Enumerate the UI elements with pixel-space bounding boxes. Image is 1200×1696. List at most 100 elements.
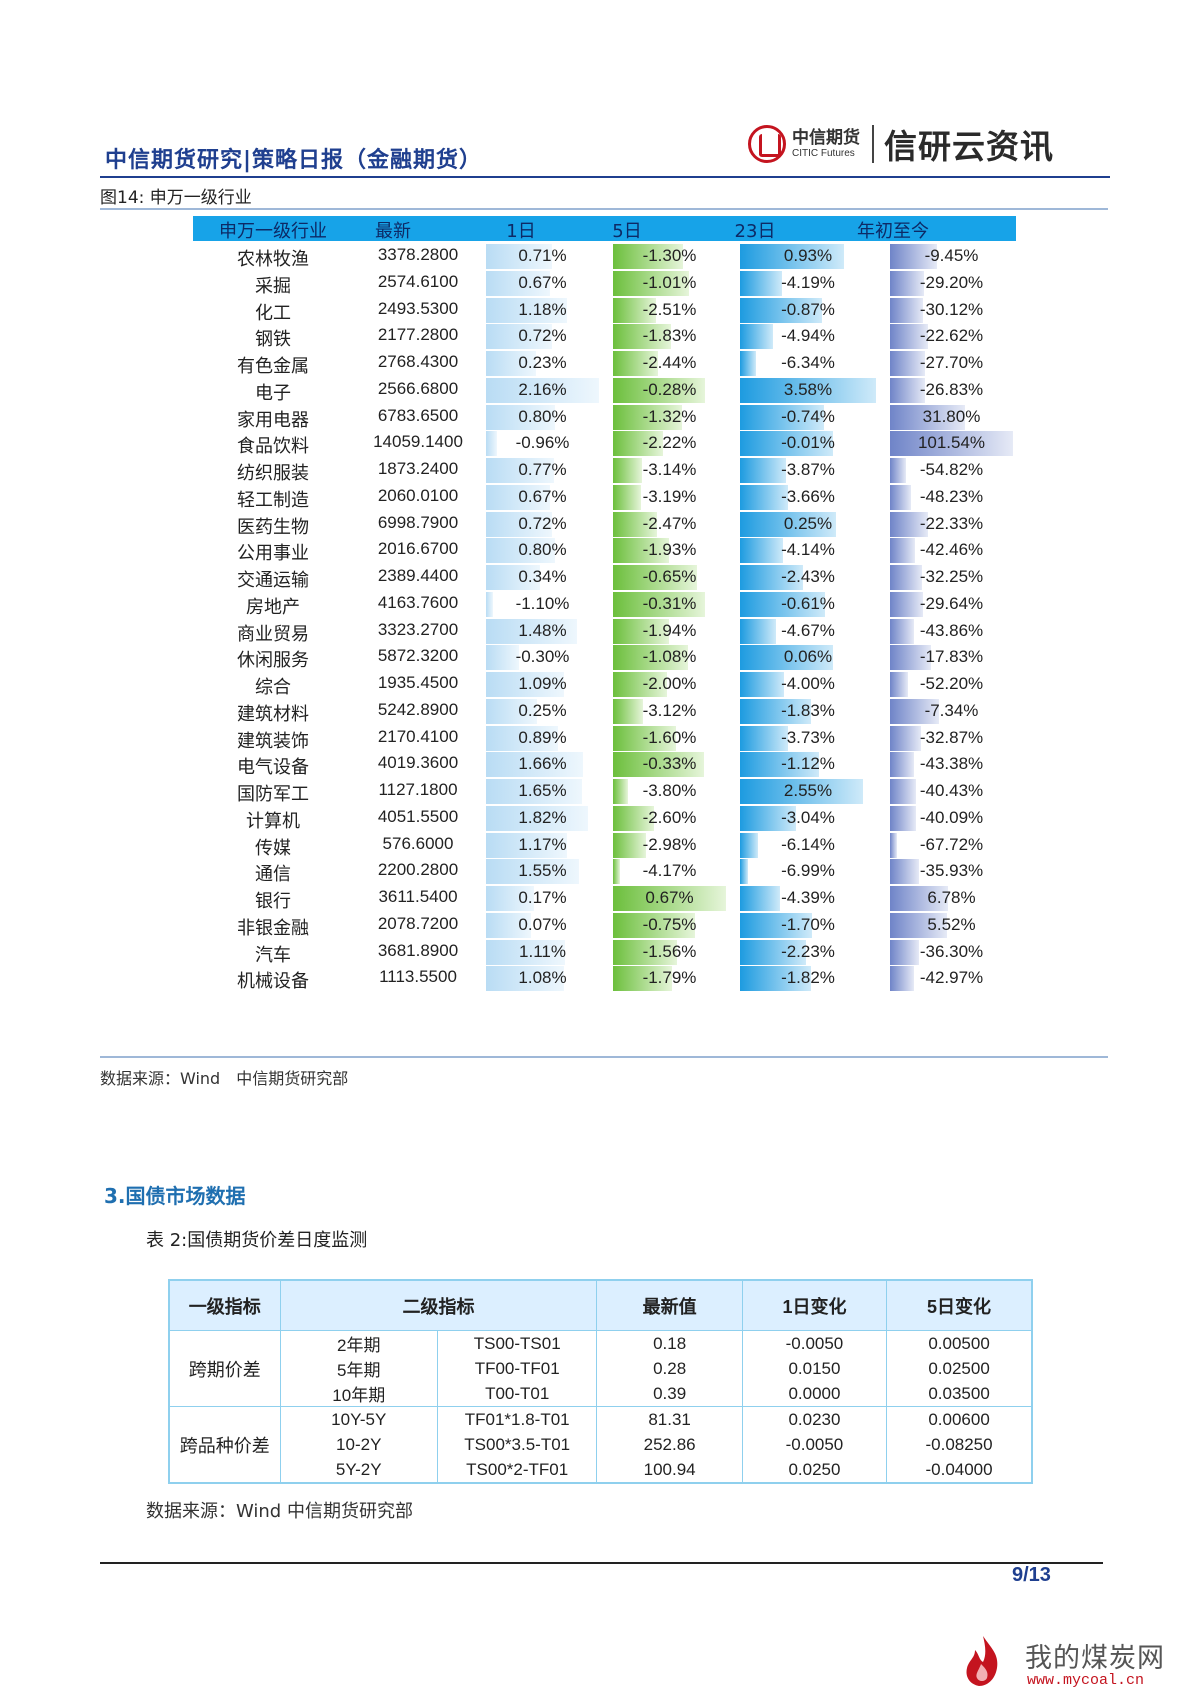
data-bar — [890, 752, 914, 778]
cell-value: 6.78% — [927, 888, 976, 907]
latest-value: 2389.4400 — [377, 566, 459, 585]
change-1d-cell: 0.17% — [486, 886, 599, 911]
change-ytd-cell: -22.62% — [890, 324, 1013, 350]
cell-value: -7.34% — [924, 700, 979, 720]
change-ytd-cell: -35.93% — [890, 859, 1013, 885]
table-row: 公用事业 2016.6700 0.80% -1.93% -4.14% -42.46% — [193, 536, 1016, 565]
data-bar — [890, 458, 907, 483]
tenor-cell: 10Y-5Y — [279, 1406, 438, 1432]
change-ytd-cell: -54.82% — [890, 458, 1013, 483]
change-1d-cell: 1.08% — [486, 966, 599, 992]
data-bar — [613, 377, 706, 403]
cell-value: -2.51% — [642, 299, 697, 319]
section-title: 3.国债市场数据 — [104, 1184, 246, 1208]
table-row: 钢铁 2177.2800 0.72% -1.83% -4.94% -22.62% — [193, 322, 1016, 351]
sector-name: 公用事业 — [237, 543, 309, 565]
change-23d-cell: -4.14% — [740, 538, 876, 564]
change-ytd-cell: -32.25% — [890, 565, 1013, 590]
latest-value: 1127.1800 — [378, 780, 458, 799]
page-header: 中信期货研究|策略日报（金融期货） 中信期货 CITIC Futures 信研云… — [100, 118, 1110, 178]
data-bar — [486, 591, 493, 617]
data-bar — [486, 672, 565, 697]
change-ytd-cell: -29.20% — [890, 270, 1013, 296]
cell-value: -54.82% — [919, 460, 984, 479]
cell-value: -0.31% — [642, 593, 697, 613]
table-row: 房地产 4163.7600 -1.10% -0.31% -0.61% -29.64% — [193, 590, 1016, 619]
data-bar — [486, 565, 540, 590]
pair-cell: TS00*3.5-T01 — [436, 1432, 598, 1457]
cell-value: -30.12% — [919, 299, 984, 319]
data-bar — [486, 859, 580, 885]
bond-header-level2: 二级指标 — [279, 1279, 598, 1331]
table-row: 轻工制造 2060.0100 0.67% -3.19% -3.66% -48.23% — [193, 483, 1016, 512]
cell-value: -1.70% — [781, 914, 835, 934]
change-1d-cell: 0.0250 — [741, 1457, 888, 1484]
data-bar — [890, 672, 908, 697]
cell-value: 0.06% — [783, 647, 833, 667]
change-1d-cell: 0.67% — [486, 270, 599, 296]
change-ytd-cell: -27.70% — [890, 351, 1013, 376]
latest-value: 6998.7900 — [377, 512, 459, 532]
cell-value: 1.65% — [518, 781, 567, 800]
cell-value: -0.33% — [642, 754, 697, 774]
cell-value: -3.66% — [781, 486, 835, 506]
cell-value: -9.45% — [924, 246, 979, 265]
data-bar — [613, 939, 678, 965]
page-number: 9/13 — [1012, 1564, 1051, 1586]
data-bar — [890, 618, 914, 644]
data-bar — [613, 912, 695, 938]
data-bar — [486, 404, 555, 430]
change-23d-cell: -1.70% — [740, 912, 876, 938]
data-bar — [740, 725, 788, 751]
logo-separator — [872, 125, 874, 163]
data-bar — [740, 779, 864, 804]
cell-value: -3.19% — [642, 486, 697, 506]
data-bar — [890, 404, 966, 430]
change-ytd-cell: -48.23% — [890, 484, 1013, 510]
figure-source: 数据来源：Wind 中信期货研究部 — [100, 1069, 349, 1088]
change-1d-cell: -0.0050 — [741, 1432, 888, 1457]
cell-value: -1.83% — [781, 700, 835, 720]
change-5d-cell: -1.08% — [613, 645, 726, 671]
latest-value: 5872.3200 — [377, 646, 459, 666]
change-ytd-cell: -42.46% — [890, 538, 1013, 564]
data-bar — [740, 912, 813, 938]
cell-value: -0.87% — [781, 299, 835, 319]
cell-value: -6.14% — [781, 834, 835, 854]
data-bar — [486, 698, 537, 724]
change-ytd-cell: -52.20% — [890, 672, 1013, 697]
watermark-text: 我的煤炭网 — [1025, 1643, 1165, 1674]
change-23d-cell: -1.12% — [740, 752, 876, 778]
cell-value: 0.80% — [518, 406, 567, 426]
data-bar — [890, 725, 922, 751]
cell-value: -43.38% — [919, 754, 984, 774]
change-ytd-cell: 5.52% — [890, 912, 1013, 938]
table-row: 机械设备 1113.5500 1.08% -1.79% -1.82% -42.97% — [193, 964, 1016, 993]
cell-value: 31.80% — [922, 406, 981, 426]
table-row: 交通运输 2389.4400 0.34% -0.65% -2.43% -32.25% — [193, 563, 1016, 592]
change-ytd-cell: -32.87% — [890, 725, 1013, 751]
data-bar — [486, 270, 551, 296]
data-bar — [613, 565, 698, 590]
sector-name: 纺织服装 — [237, 463, 309, 484]
cell-value: 0.34% — [518, 567, 567, 586]
data-bar — [613, 672, 668, 697]
latest-value: 5242.8900 — [377, 699, 459, 719]
latest-cell: 0.18 — [596, 1330, 743, 1356]
change-23d-cell: 2.55% — [740, 779, 876, 804]
sector-name: 有色金属 — [237, 356, 309, 377]
bond-header-latest: 最新值 — [596, 1279, 743, 1331]
change-1d-cell: -0.30% — [486, 645, 599, 671]
cell-value: -0.74% — [781, 406, 835, 426]
data-bar — [740, 270, 783, 296]
data-bar — [740, 404, 824, 430]
change-5d-cell: -3.19% — [613, 484, 726, 510]
cell-value: 0.25% — [783, 513, 833, 533]
figure-bottom-rule — [100, 1056, 1108, 1058]
cell-value: -4.94% — [781, 326, 835, 346]
table-row: 5Y-2Y TS00*2-TF01 100.94 0.0250 -0.04000 — [169, 1457, 1033, 1484]
data-bar — [486, 351, 537, 376]
bond-table-header-row: 一级指标 二级指标 最新值 1日变化 5日变化 — [168, 1279, 1033, 1331]
sector-name: 非银金融 — [237, 917, 309, 939]
change-1d-cell: 0.0150 — [741, 1356, 888, 1381]
